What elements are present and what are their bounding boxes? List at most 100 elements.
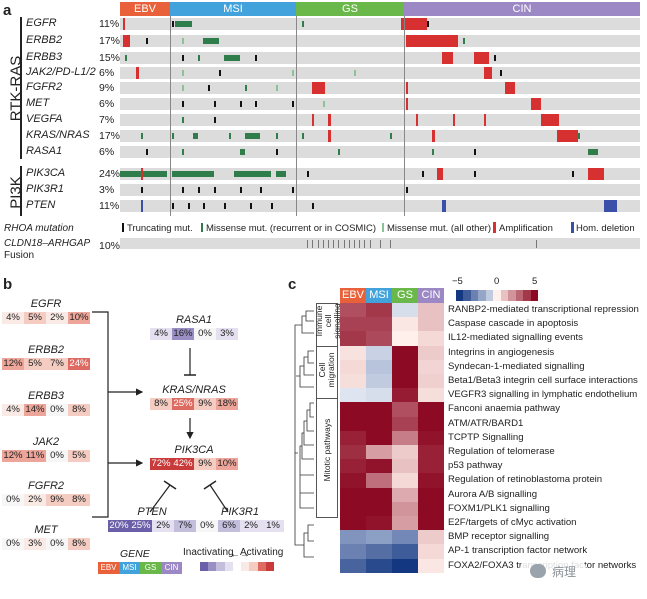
alteration-mark: [291, 101, 294, 107]
alteration-mark: [312, 82, 326, 94]
alteration-mark: [182, 117, 185, 123]
heatmap-cell: [340, 345, 366, 361]
pathway-name: Regulation of telomerase: [448, 446, 555, 457]
fusion-mark: [354, 240, 355, 248]
gene-subtype-cell: 2%: [24, 494, 46, 506]
pathway-name: Aurora A/B signalling: [448, 488, 538, 500]
amplification-label: Amplification: [499, 223, 553, 234]
fusion-label-2: Fusion: [4, 250, 35, 261]
alteration-mark: [182, 38, 185, 44]
missense-all-swatch: [382, 223, 384, 232]
gene-subtype-cell: 4%: [2, 404, 24, 416]
row-gene-2: ERBB3: [26, 51, 63, 63]
cluster-mitotic-box: [316, 398, 338, 518]
row-dendrogram: [294, 310, 314, 558]
alteration-mark: [203, 38, 219, 44]
alteration-mark: [182, 187, 185, 193]
alteration-mark: [198, 187, 200, 193]
alteration-mark: [213, 117, 216, 123]
zscore-swatch: [508, 290, 516, 301]
gene-subtype-cell: 3%: [24, 538, 46, 550]
heatmap-cell: [392, 473, 418, 488]
heatmap-cell: [366, 345, 392, 361]
heatmap-cell: [340, 558, 366, 574]
fusion-mark: [536, 240, 537, 248]
heatmap-cell: [340, 402, 366, 417]
pathway-gene-pten: PTEN: [137, 506, 167, 518]
row-gene-0: EGFR: [26, 17, 57, 29]
alteration-mark: [473, 171, 476, 177]
panel-a-label: a: [3, 2, 12, 19]
heatmap-cell: [340, 374, 366, 389]
hom-deletion-swatch: [571, 222, 574, 233]
alteration-mark: [172, 21, 175, 27]
row-gene-8: RASA1: [26, 145, 63, 157]
legend-gs: GS: [140, 562, 161, 574]
heatmap-cell: [366, 317, 392, 332]
row-gene-4: FGFR2: [26, 81, 63, 93]
alteration-mark: [276, 133, 279, 139]
fusion-mark: [322, 240, 324, 248]
heatmap-cell: [340, 501, 366, 517]
heatmap-cell: [418, 374, 444, 389]
gene-subtype-cell: 7%: [174, 520, 196, 532]
alteration-mark: [140, 168, 143, 180]
alteration-mark: [140, 200, 144, 212]
heatmap-cell: [418, 530, 444, 545]
heatmap-cell: [392, 459, 418, 474]
alteration-mark: [452, 114, 455, 126]
pathway-gene-rasa1: RASA1: [175, 314, 213, 326]
row-pct-9: 24%: [99, 168, 121, 180]
pathway-name: Regulation of retinoblastoma protein: [448, 474, 603, 486]
scale-min: −5: [452, 276, 463, 287]
heatmap-cell: [366, 303, 392, 318]
colorbar-swatch: [208, 562, 217, 571]
pathway-name: BMP receptor signalling: [448, 531, 550, 543]
alteration-mark: [494, 55, 497, 61]
alteration-mark: [473, 149, 476, 155]
subtype-divider: [404, 16, 405, 216]
heatmap-cell: [340, 388, 366, 403]
alteration-mark: [182, 149, 185, 155]
alteration-mark: [442, 200, 446, 212]
heatmap-cell: [392, 345, 418, 361]
gene-subtype-cell: 42%: [172, 458, 194, 470]
alteration-mark: [146, 38, 149, 44]
cluster-migration-label: Cell migration: [317, 352, 336, 388]
row-track-1: [120, 35, 640, 47]
alteration-mark: [192, 133, 198, 139]
gene-subtype-cell: 25%: [172, 398, 194, 410]
gene-subtype-cell: 10%: [216, 458, 238, 470]
alteration-mark: [484, 114, 487, 126]
alteration-mark: [437, 168, 444, 180]
alteration-mark: [229, 133, 232, 139]
alteration-mark: [354, 70, 356, 76]
heatmap-cell: [366, 331, 392, 346]
missense-rec-swatch: [201, 223, 203, 232]
fusion-label-1: CLDN18–ARHGAP: [4, 238, 91, 249]
heatmap-cell: [418, 430, 444, 446]
alteration-mark: [244, 133, 261, 139]
row-pct-1: 17%: [99, 35, 121, 47]
heatmap-cell: [418, 359, 444, 375]
truncating-swatch: [122, 223, 124, 232]
legend-ebv: EBV: [98, 562, 119, 574]
alteration-mark: [276, 85, 278, 91]
subtype-divider: [296, 16, 297, 216]
gene-subtype-cell: 1%: [262, 520, 284, 532]
alteration-mark: [213, 187, 216, 193]
alteration-mark: [442, 52, 453, 64]
alteration-mark: [442, 35, 458, 47]
row-track-11: [120, 200, 640, 212]
row-gene-9: PIK3CA: [26, 167, 66, 179]
heatmap-cell: [366, 359, 392, 375]
gene-subtype-cell: 7%: [46, 358, 68, 370]
heatmap-cell: [392, 402, 418, 417]
zscore-swatch: [478, 290, 486, 301]
gene-subtype-cell: 2%: [46, 312, 68, 324]
alteration-mark: [603, 200, 617, 212]
alteration-mark: [120, 171, 167, 177]
heatmap-cell: [340, 487, 366, 503]
rtk-bracket: [20, 17, 22, 159]
colorbar-swatch: [257, 562, 266, 571]
